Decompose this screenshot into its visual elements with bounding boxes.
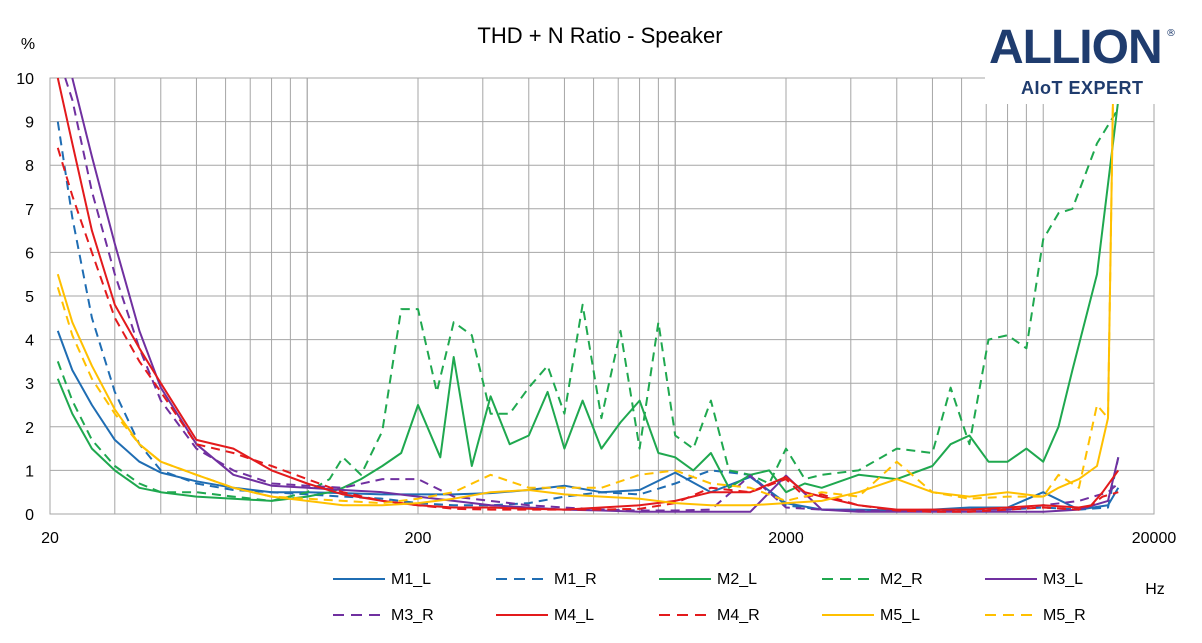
legend-label: M5_L — [880, 607, 920, 624]
y-tick-label: 4 — [25, 333, 34, 350]
chart-title: THD + N Ratio - Speaker — [477, 23, 722, 48]
y-tick-label: 7 — [25, 202, 34, 219]
legend-label: M2_R — [880, 571, 923, 588]
x-axis-label: Hz — [1145, 581, 1165, 598]
y-tick-label: 10 — [16, 71, 34, 88]
legend: M1_L M1_R M2_L M2_R M3_L M3_R M4_L M4_R M5_L M5_R — [333, 571, 1086, 624]
logo-wordmark: ALLION — [989, 21, 1163, 74]
legend-label: M2_L — [717, 571, 757, 588]
legend-label: M4_R — [717, 607, 760, 624]
x-tick-label: 20 — [41, 530, 59, 547]
x-tick-label: 20000 — [1132, 530, 1177, 547]
legend-label: M3_L — [1043, 571, 1083, 588]
axis-ticks: 0 1 2 3 4 5 6 7 8 9 10 20 200 2000 20000 — [16, 71, 1176, 547]
series-line-m4-l — [56, 77, 1120, 511]
legend-label: M5_R — [1043, 607, 1086, 624]
x-tick-label: 2000 — [768, 530, 804, 547]
legend-label: M3_R — [391, 607, 434, 624]
series-line-m2-l — [56, 99, 1120, 502]
series-lines — [56, 77, 1120, 513]
y-tick-label: 2 — [25, 420, 34, 437]
allion-logo: ALLION ® AIoT EXPERT — [985, 22, 1185, 104]
x-tick-label: 200 — [405, 530, 432, 547]
legend-label: M1_R — [554, 571, 597, 588]
y-tick-label: 8 — [25, 158, 34, 175]
logo-registered-mark: ® — [1166, 28, 1176, 39]
series-line-m1-l — [56, 330, 1120, 512]
y-tick-label: 9 — [25, 115, 34, 132]
y-tick-label: 3 — [25, 376, 34, 393]
y-axis-label: % — [21, 36, 35, 53]
grid-lines — [49, 77, 1155, 515]
series-line-m2-r — [56, 107, 1120, 502]
series-line-m1-r — [56, 121, 1120, 512]
y-tick-label: 1 — [25, 463, 34, 480]
legend-label: M1_L — [391, 571, 431, 588]
y-tick-label: 0 — [25, 507, 34, 524]
legend-label: M4_L — [554, 607, 594, 624]
series-line-m5-r — [56, 77, 1115, 505]
series-line-m4-r — [56, 147, 1119, 513]
y-tick-label: 6 — [25, 245, 34, 262]
plot-area-border — [49, 77, 1155, 515]
logo-tagline: AIoT EXPERT — [1021, 78, 1144, 98]
y-tick-label: 5 — [25, 289, 34, 306]
